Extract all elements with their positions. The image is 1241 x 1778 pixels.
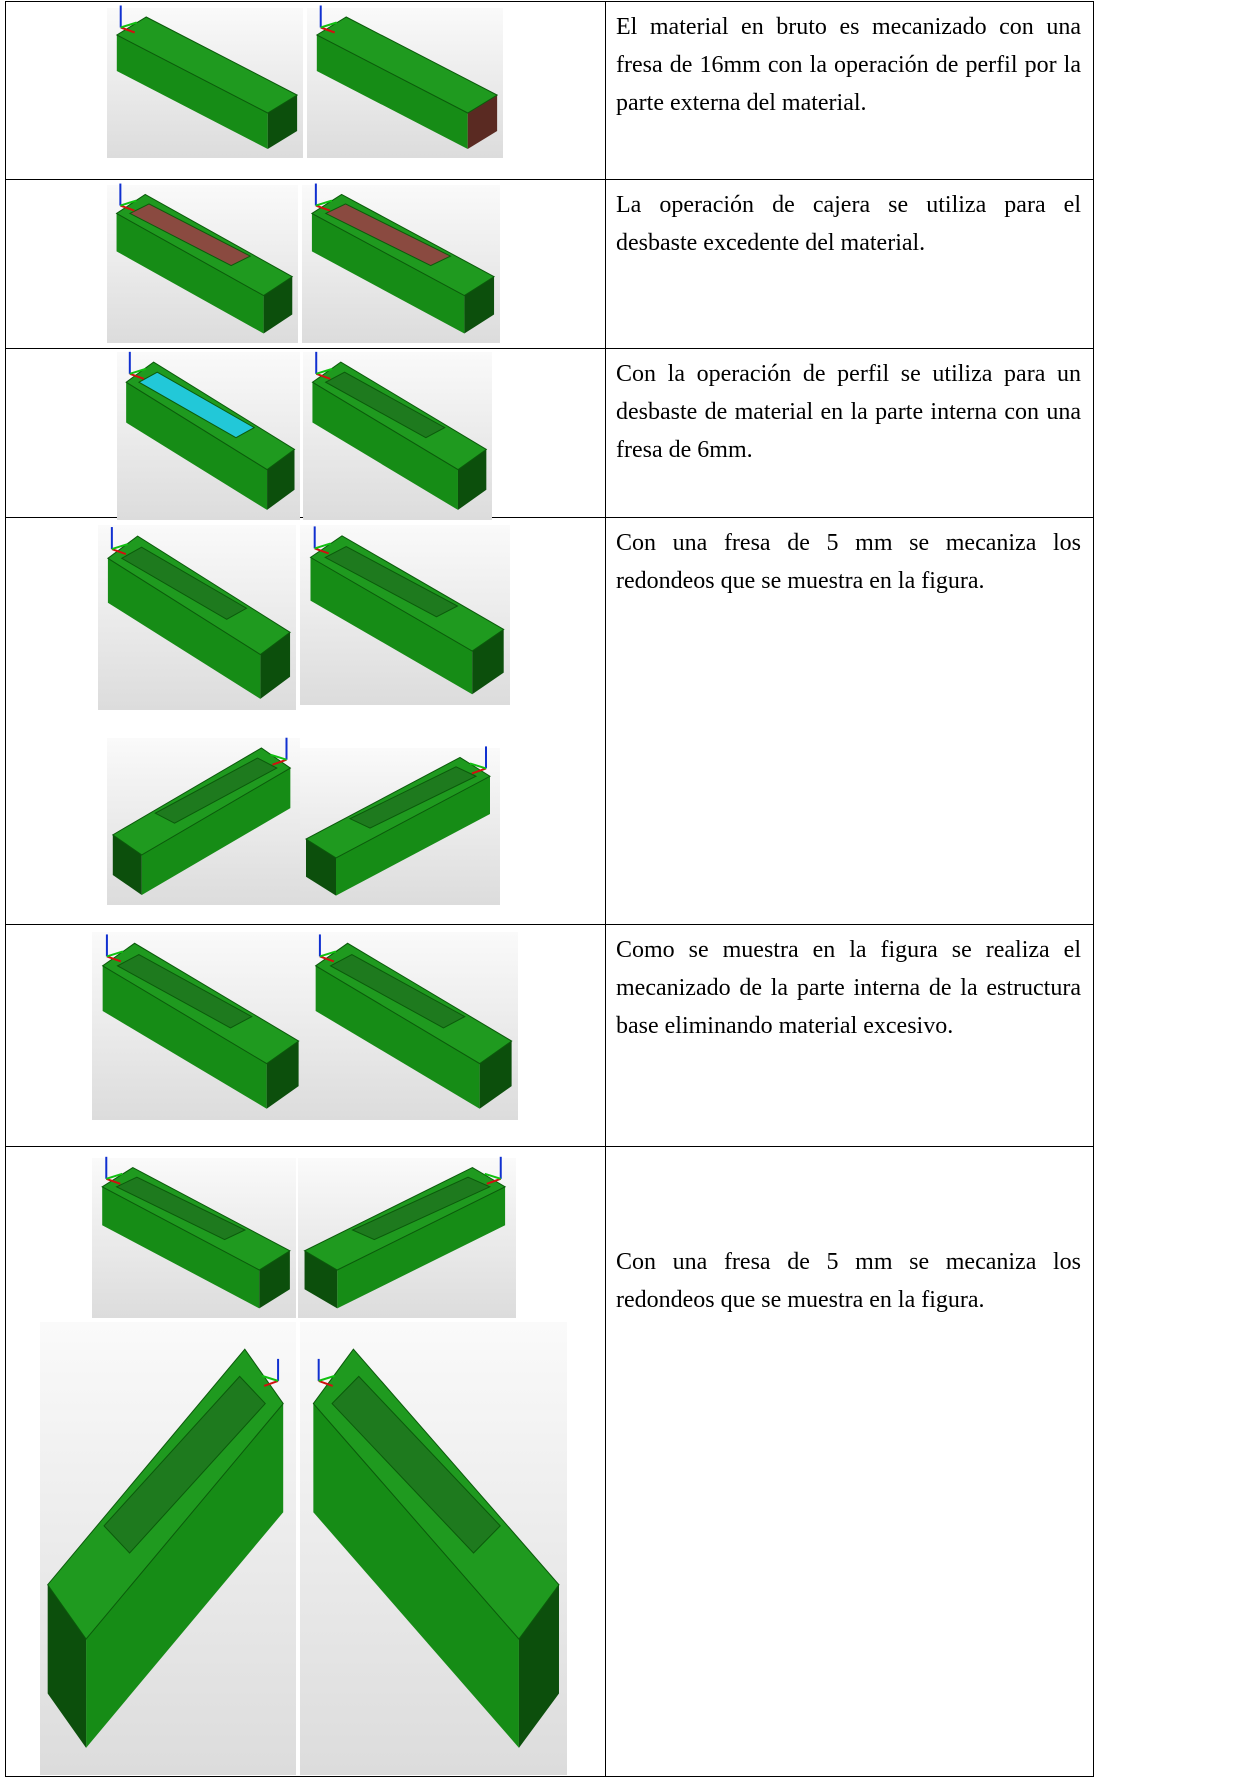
table-row: La operación de cajera se utiliza para e… — [5, 179, 1094, 349]
table-row: El material en bruto es mecanizado con u… — [5, 1, 1094, 180]
table-row: Con una fresa de 5 mm se mecaniza los re… — [5, 517, 1094, 925]
image-cell — [5, 348, 606, 518]
description: Con una fresa de 5 mm se mecaniza los re… — [605, 517, 1094, 925]
image-cell — [5, 924, 606, 1147]
description: Con una fresa de 5 mm se mecaniza los re… — [605, 1146, 1094, 1777]
image-cell — [5, 1146, 606, 1777]
description: Como se muestra en la figura se realiza … — [605, 924, 1094, 1147]
table-row: Con la operación de perfil se utiliza pa… — [5, 348, 1094, 518]
image-cell — [5, 179, 606, 349]
process-table: El material en bruto es mecanizado con u… — [5, 1, 1094, 1777]
image-cell — [5, 1, 606, 180]
image-cell — [5, 517, 606, 925]
description: Con la operación de perfil se utiliza pa… — [605, 348, 1094, 518]
table-row: Como se muestra en la figura se realiza … — [5, 924, 1094, 1147]
table-row: Con una fresa de 5 mm se mecaniza los re… — [5, 1146, 1094, 1777]
description: El material en bruto es mecanizado con u… — [605, 1, 1094, 180]
description: La operación de cajera se utiliza para e… — [605, 179, 1094, 349]
